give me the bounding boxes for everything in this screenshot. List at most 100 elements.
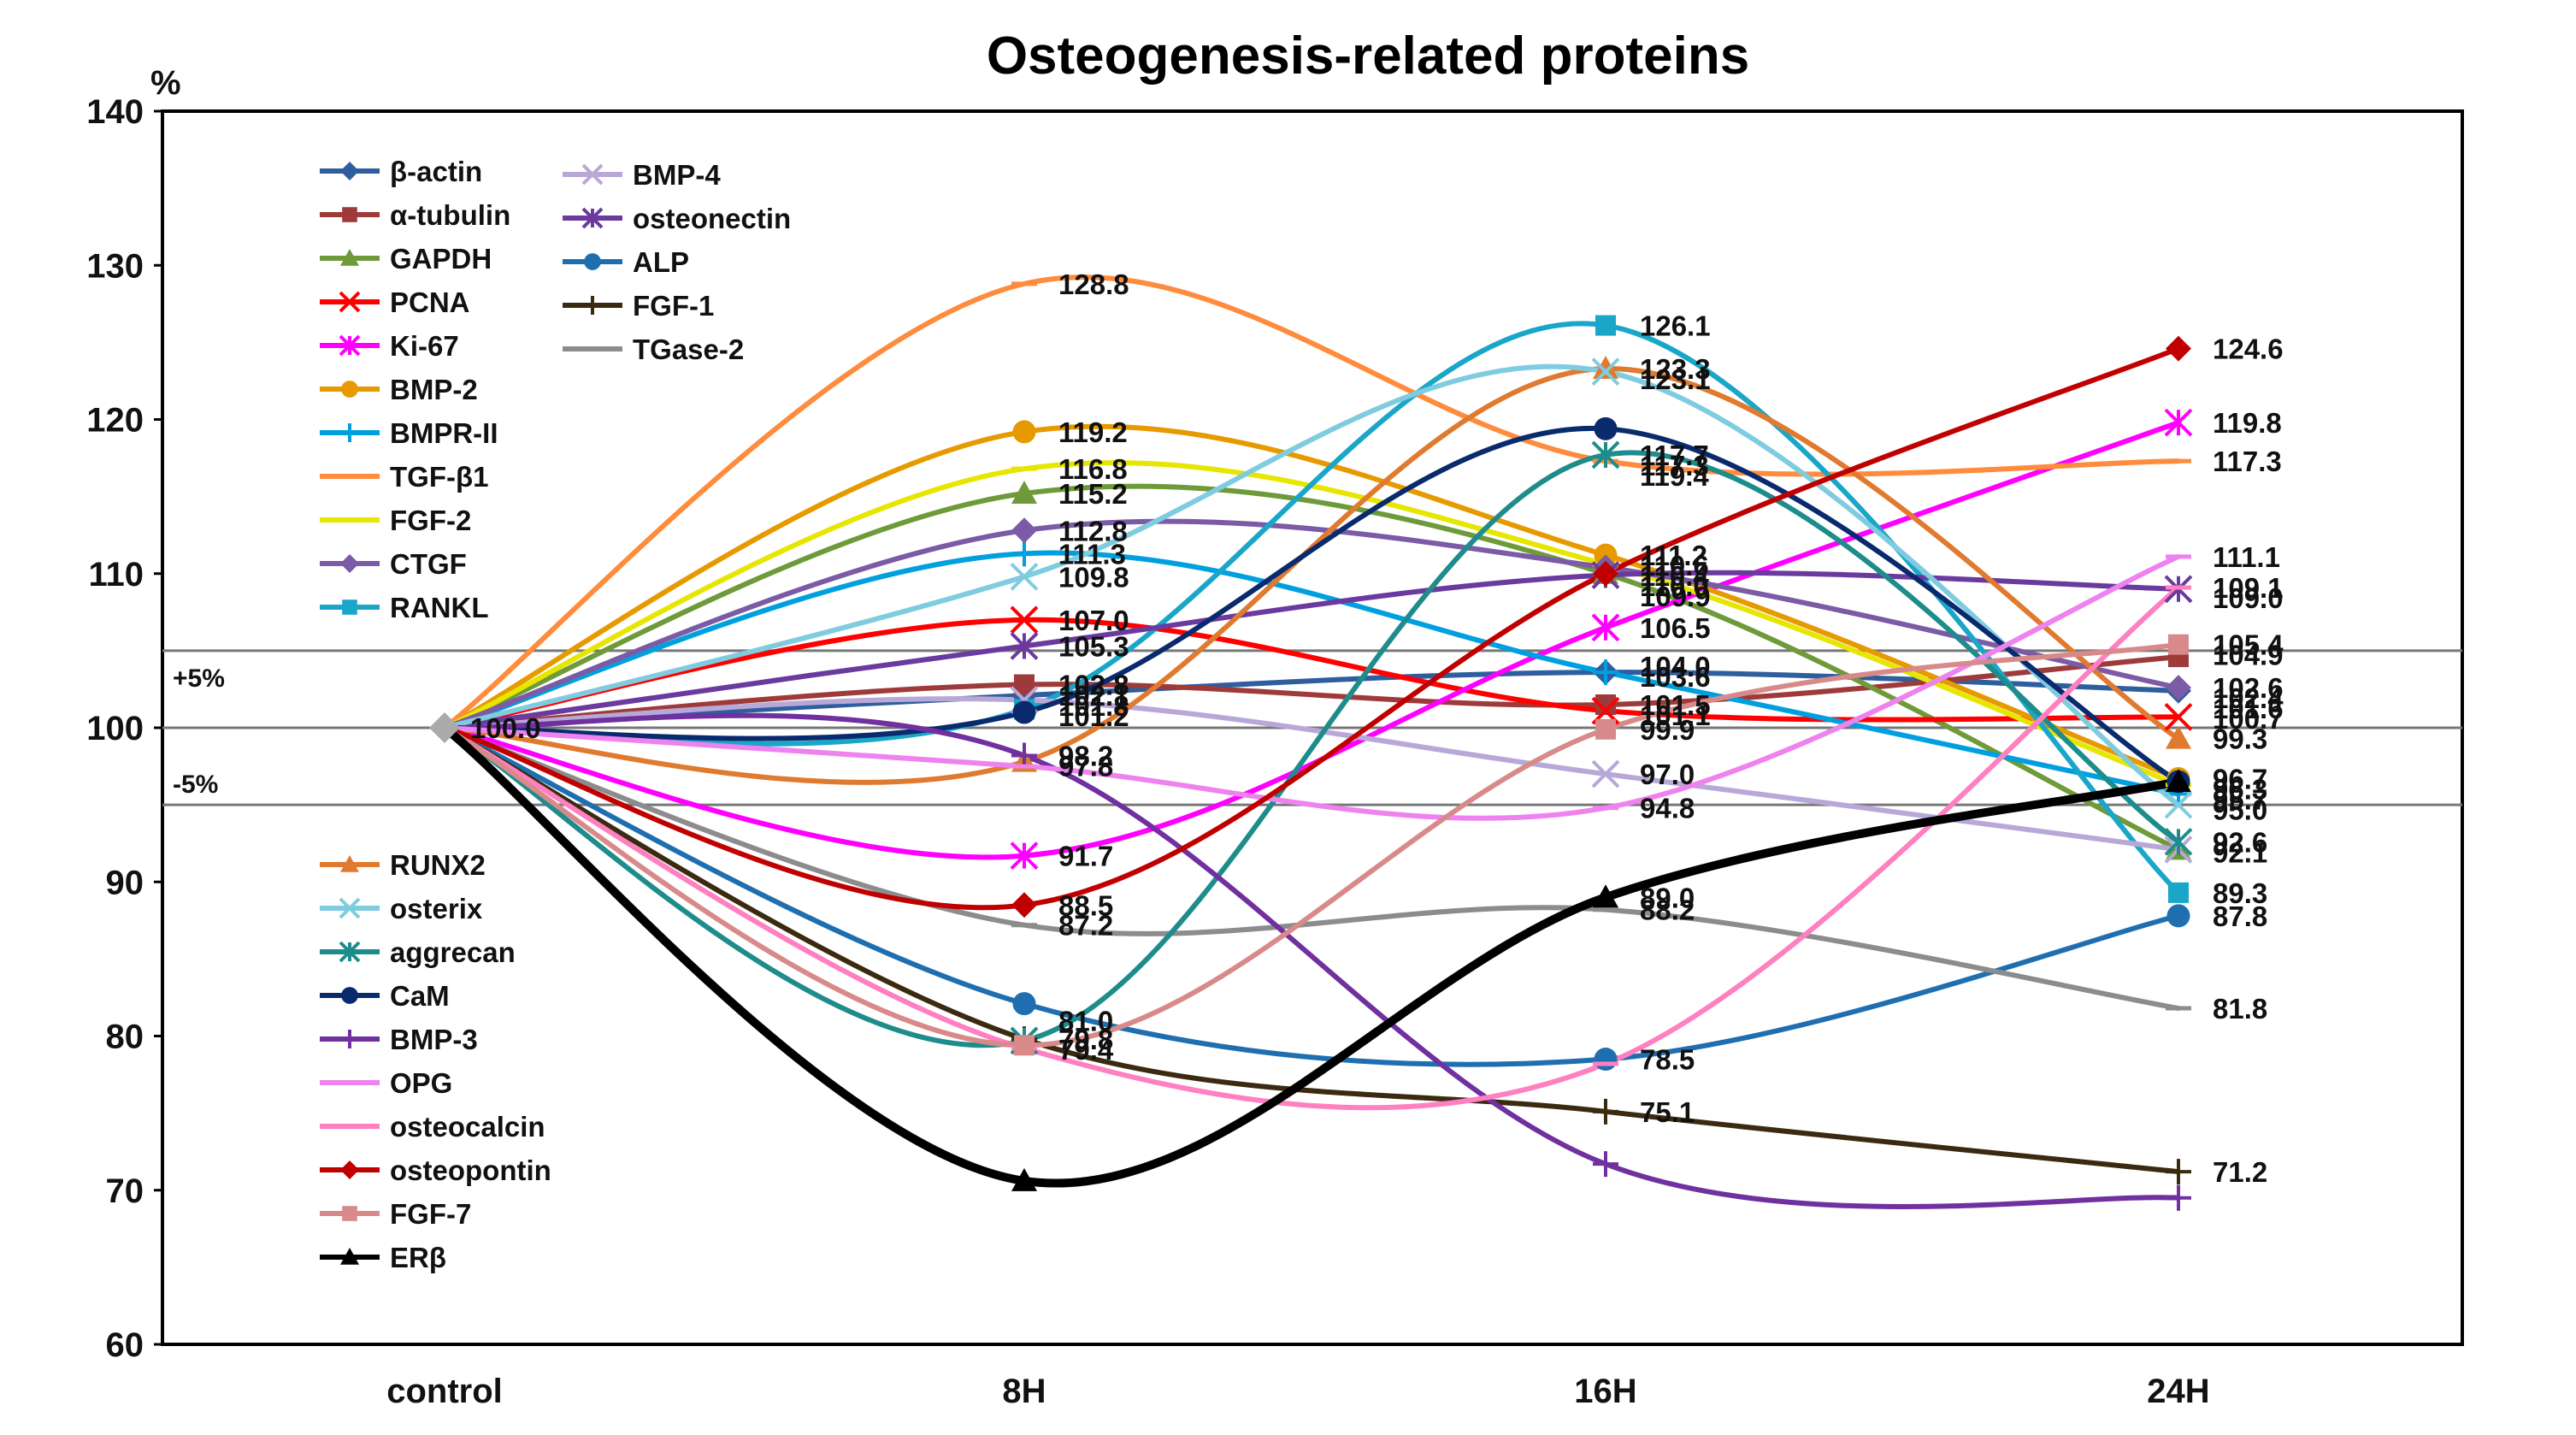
data-label: 81.0 <box>1058 1005 1113 1036</box>
legend-label: ERβ <box>390 1242 446 1273</box>
legend-item: CaM <box>320 980 450 1012</box>
series-marker <box>1593 659 1618 686</box>
legend-swatch-marker <box>340 855 359 872</box>
legend-label: aggrecan <box>390 936 516 968</box>
legend-item: BMPR-II <box>320 417 498 449</box>
legend-item: OPG <box>320 1067 452 1099</box>
legend-label: ALP <box>633 246 689 278</box>
series-line <box>442 641 2181 1048</box>
data-label: 101.2 <box>1058 700 1129 732</box>
data-label: 71.2 <box>2213 1156 2267 1188</box>
series-marker <box>1011 742 1037 769</box>
legend-swatch-marker <box>339 897 361 919</box>
legend-label: osteopontin <box>390 1154 551 1186</box>
data-label: 105.3 <box>1058 630 1129 662</box>
data-label: 98.2 <box>1058 740 1113 771</box>
legend-item: osterix <box>320 893 483 924</box>
legend-swatch-marker <box>341 381 358 398</box>
legend-swatch-marker <box>340 249 359 266</box>
legend-swatch-marker <box>581 207 604 229</box>
series-line <box>442 725 2181 1012</box>
series-marker <box>2166 335 2191 362</box>
series-marker <box>1010 842 1039 871</box>
data-label: 104.0 <box>1640 651 1711 682</box>
series-marker <box>1594 1048 1618 1072</box>
series-marker <box>1595 315 1616 336</box>
data-label: 101.1 <box>1640 700 1711 731</box>
series-marker <box>2166 769 2191 793</box>
y-tick-label: 60 <box>106 1326 144 1364</box>
legend-swatch-marker <box>340 1248 359 1265</box>
legend: β-actin α-tubulin GAPDH PCNA Ki-67 BMP-2 BMPR-… <box>320 156 791 1273</box>
series-marker <box>1010 632 1039 660</box>
data-label: 110.6 <box>1640 550 1709 582</box>
data-label: 102.8 <box>1058 670 1129 701</box>
data-label: 95.0 <box>2213 794 2267 825</box>
data-label: 119.8 <box>2213 407 2282 439</box>
data-label: 124.6 <box>2213 334 2284 365</box>
series-line <box>442 345 2181 911</box>
series-marker <box>2166 1184 2191 1211</box>
legend-swatch-marker <box>339 291 361 313</box>
data-label: 112.8 <box>1058 515 1128 546</box>
series-line <box>442 725 2181 1067</box>
y-tick-label: 130 <box>86 247 144 285</box>
legend-item: RANKL <box>320 592 488 623</box>
data-label: 115.2 <box>1058 478 1128 510</box>
data-label: 123.1 <box>1640 363 1711 395</box>
legend-item: RUNX2 <box>320 849 486 881</box>
series-line <box>442 425 2181 785</box>
legend-swatch-marker <box>340 1160 359 1179</box>
legend-swatch-marker <box>339 334 361 357</box>
data-label: 101.5 <box>1640 689 1711 721</box>
series-marker <box>1011 1167 1037 1191</box>
data-label: 109.8 <box>1058 561 1129 593</box>
legend-item: TGF-β1 <box>320 461 488 493</box>
legend-label: OPG <box>390 1067 452 1099</box>
legend-item: BMP-4 <box>563 159 721 191</box>
legend-label: osteonectin <box>633 203 791 234</box>
y-tick-label: 110 <box>88 556 144 593</box>
legend-item: BMP-3 <box>320 1024 478 1055</box>
x-tick-label: control <box>386 1373 503 1410</box>
x-axis-ticks: control 8H 16H 24H <box>386 1373 2209 1410</box>
legend-swatch-marker <box>342 207 357 222</box>
series-marker <box>2168 882 2189 903</box>
series-markers <box>429 281 2193 1211</box>
series-marker <box>1593 884 1618 908</box>
series-marker <box>1593 560 1618 587</box>
reference-line-label: +5% <box>173 664 225 693</box>
series-lines <box>440 275 2183 1209</box>
legend-swatch-marker <box>581 163 604 186</box>
legend-label: FGF-1 <box>633 290 714 322</box>
series-marker <box>1010 605 1039 635</box>
data-label: 87.8 <box>2213 901 2267 932</box>
series-line <box>442 584 2181 1111</box>
legend-label: osterix <box>390 893 483 924</box>
data-label: 104.9 <box>2213 640 2284 671</box>
legend-item: FGF-7 <box>320 1198 471 1230</box>
series-line <box>442 321 2181 895</box>
legend-label: RUNX2 <box>390 849 486 881</box>
data-label: 116.8 <box>1058 453 1128 485</box>
data-label: 75.1 <box>1640 1096 1695 1128</box>
legend-label: PCNA <box>390 286 470 318</box>
data-label: 119.4 <box>1640 460 1709 492</box>
data-label: 97.8 <box>1058 750 1113 782</box>
legend-swatch-marker <box>341 987 358 1004</box>
legend-label: FGF-7 <box>390 1198 471 1230</box>
data-label: 92.6 <box>2213 826 2267 858</box>
control-marker <box>429 712 460 743</box>
data-label: 101.8 <box>1058 690 1129 722</box>
legend-label: CTGF <box>390 548 467 580</box>
series-marker <box>1012 700 1036 724</box>
legend-item: PCNA <box>320 286 470 318</box>
series-line <box>442 570 2181 730</box>
series-line <box>442 617 2181 730</box>
series-marker <box>1591 440 1620 469</box>
y-tick-label: 100 <box>86 710 144 747</box>
series-marker <box>1594 416 1618 440</box>
series-line <box>442 553 2181 821</box>
data-label: 81.8 <box>2213 993 2267 1025</box>
